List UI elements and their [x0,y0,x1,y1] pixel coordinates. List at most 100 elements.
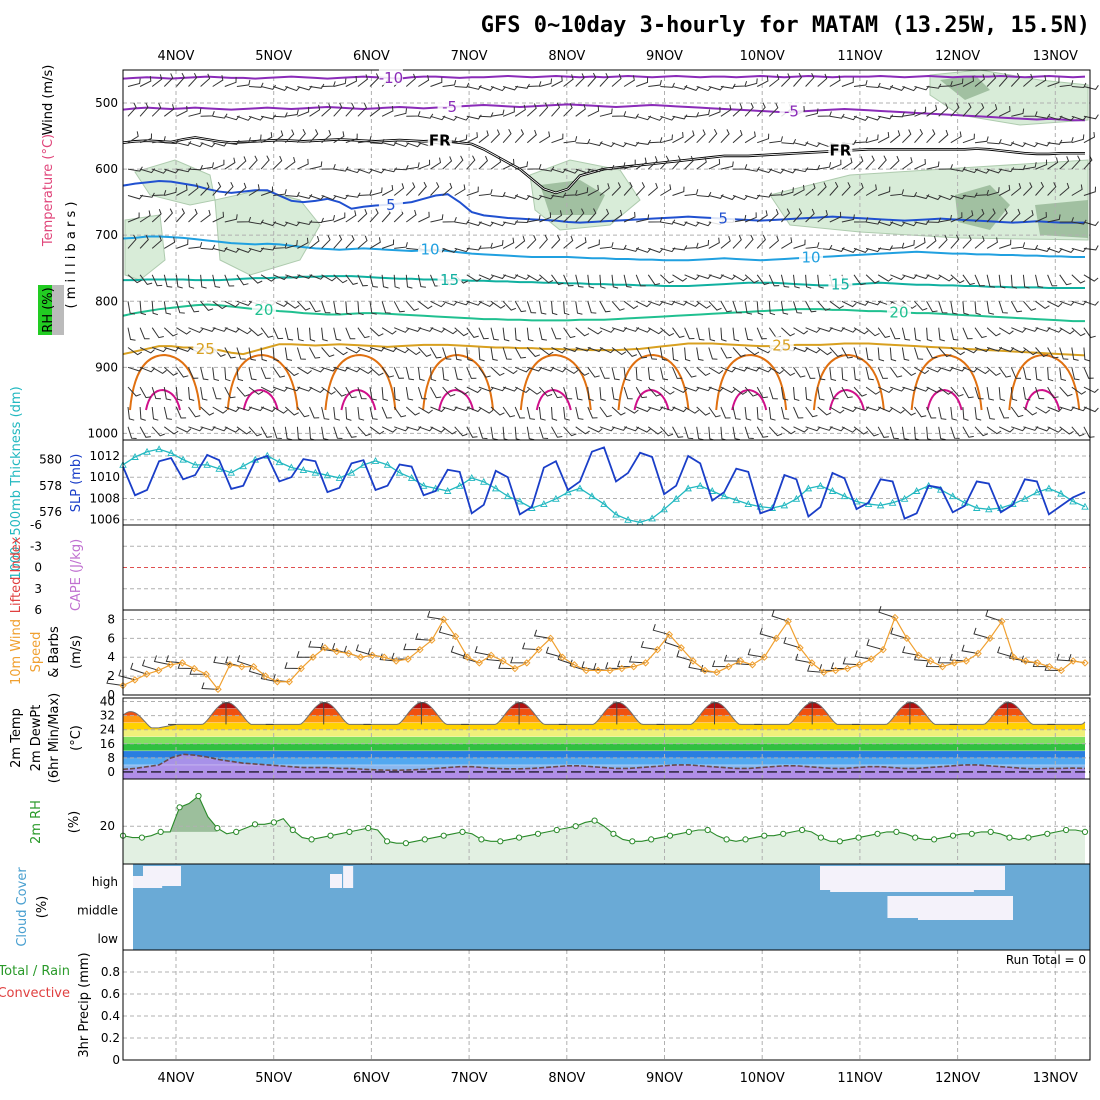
thickness-point [516,497,524,505]
wind-barb [926,161,940,170]
wind-barb [176,184,188,196]
wind-barb [1071,367,1080,381]
wind-barb [527,195,543,201]
wind-barb [696,406,711,416]
wind-barb [902,157,913,170]
wind-barb [526,406,535,420]
wind-barb [309,366,325,373]
wind-barb [139,386,152,399]
wind-barb [841,247,857,253]
date-label-bottom: 6NOV [353,1071,390,1086]
wind-barb [224,214,238,223]
wind-barb [901,426,910,441]
wind-barb [732,406,741,420]
wind-barb [999,141,1015,147]
wind-barb [151,235,162,249]
wind-barb [236,347,246,360]
wind-barb [260,367,271,379]
wind-barb [732,426,740,441]
wind-barb [587,301,597,314]
wind10m-barb [522,642,539,651]
rh2m-point [666,832,674,839]
wind-barb [1071,347,1079,361]
wind-barb [732,386,748,395]
wind-barb [176,72,185,87]
wind-barb [454,327,469,337]
wind-barb [527,215,541,223]
wind-barb [309,386,325,393]
wind-barb [974,74,985,87]
wind-barb [1083,245,1099,251]
isotherm-label: 15 [831,276,850,294]
wind-barb [297,366,312,375]
wind-barb [636,77,649,87]
wind-barb [1010,183,1022,196]
wind-barb [1023,162,1037,170]
wind-barb [599,183,610,196]
wind-barb [538,327,547,341]
wind-barb [648,79,662,87]
wind10m-point [523,659,531,667]
wind-barb [442,247,458,253]
wind-barb [865,115,882,121]
wind-barb [272,367,286,378]
wind-barb [962,347,978,354]
wind-barb [1035,386,1045,400]
wind-barb [660,134,673,144]
wind-barb [720,104,732,117]
wind10m-point [428,636,436,644]
wind-barb [321,234,331,249]
wind-barb [599,142,615,148]
wind-barb [902,109,916,117]
wind-barb [527,366,543,372]
wind-barb [1071,155,1081,170]
wind10m-point [1033,659,1042,667]
thickness-point [540,500,548,508]
wind-barb [151,209,162,223]
wind-barb [720,83,736,89]
wind-barb [829,426,845,432]
wind-barb [780,406,790,420]
wind-barb [406,142,422,148]
wind-barb [127,131,139,144]
wind-barb [418,300,433,310]
thickness-point [371,456,380,464]
wind10m-barb [842,657,860,666]
thickness-point [479,477,488,485]
wind-barb [175,387,183,401]
wind-barb [502,85,519,91]
wind-barb [950,301,958,315]
wind-barb [514,301,527,313]
wind-barb [357,386,367,400]
wind-barb [587,105,600,117]
wind-barb [672,132,684,144]
wind-barb [309,195,325,200]
wind-barb [272,130,284,144]
wind-barb [889,155,900,170]
wind-barb [878,84,894,90]
wind-barb [454,426,468,437]
wind-barb [490,327,499,341]
wind-barb [442,156,453,170]
wind-barb [720,406,731,419]
wind-barb [200,73,211,87]
wind-barb [139,234,149,249]
wind10m-barb [462,651,480,664]
wind-barb [974,406,982,421]
wind-barb [212,159,225,170]
wind-barb [829,211,842,223]
wind-barb [901,347,910,361]
wind-barb [527,81,542,87]
wind10m-barb [438,626,456,637]
wind-barb [285,221,301,227]
wind-barb [1071,274,1086,284]
wind-barb [768,209,779,223]
wind-barb [890,112,905,118]
thickness-axis-label: 1000~500mb Thickness (dm) [9,386,24,579]
wind10m-barb [759,627,777,639]
wind-barb [575,168,591,174]
wind-barb [648,426,663,435]
wind-barb [551,301,558,316]
wind-barb [611,347,627,356]
wind-barb [926,129,936,144]
